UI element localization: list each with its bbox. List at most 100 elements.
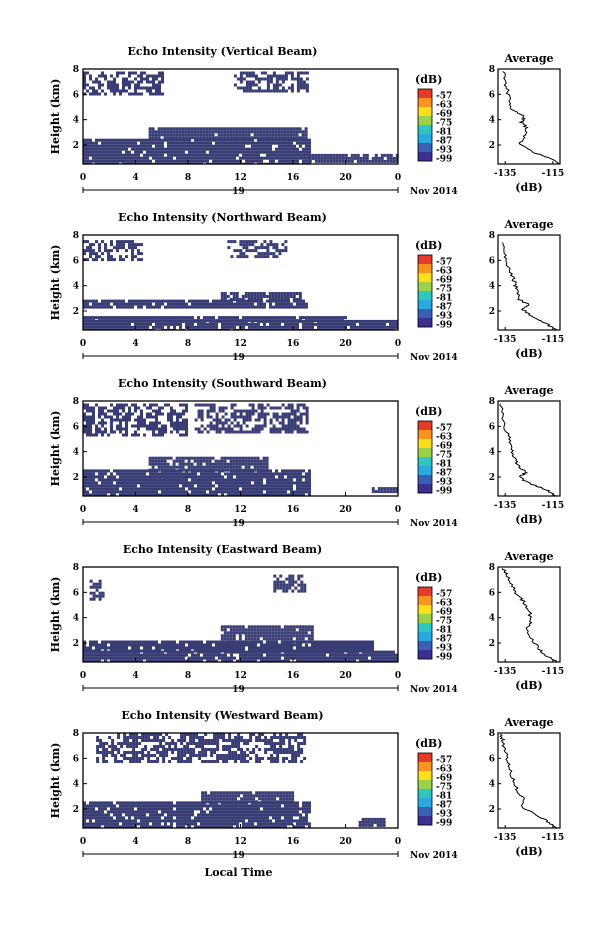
echo-cell: [170, 649, 173, 653]
echo-cell: [218, 656, 221, 660]
echo-cell: [206, 415, 210, 419]
echo-cell: [211, 468, 215, 472]
echo-cell: [190, 465, 194, 469]
echo-cell: [98, 243, 101, 247]
echo-cell: [300, 586, 304, 590]
echo-cell: [235, 127, 239, 131]
echo-cell: [273, 580, 277, 584]
echo-cell: [308, 659, 311, 662]
echo-cell: [263, 484, 266, 488]
echo-cell: [256, 625, 260, 629]
echo-cell: [233, 643, 236, 647]
y-tick-label: 2: [73, 473, 79, 483]
echo-cell: [275, 653, 278, 657]
echo-cell: [242, 418, 246, 422]
echo-cell: [199, 127, 203, 131]
echo-cell: [290, 406, 294, 410]
average-unit: (dB): [515, 347, 542, 360]
echo-cell: [167, 415, 170, 419]
echo-cell: [230, 659, 233, 662]
echo-cell: [152, 299, 155, 303]
echo-cell: [95, 153, 98, 157]
echo-cell: [119, 255, 122, 259]
echo-cell: [344, 159, 348, 163]
echo-cell: [188, 316, 191, 320]
echo-cell: [191, 472, 194, 476]
echo-cell: [236, 86, 240, 90]
echo-cell: [230, 646, 233, 650]
echo-cell: [263, 475, 266, 479]
echo-cell: [179, 299, 182, 303]
echo-cell: [110, 649, 113, 653]
echo-cell: [83, 156, 86, 160]
echo-cell: [281, 487, 284, 491]
echo-cell: [251, 80, 255, 84]
echo-cell: [347, 656, 350, 660]
echo-cell: [98, 412, 101, 416]
echo-cell: [272, 493, 275, 496]
echo-cell: [146, 415, 149, 419]
echo-cell: [209, 138, 212, 142]
echo-cell: [275, 643, 278, 647]
echo-cell: [263, 412, 267, 416]
echo-cell: [296, 804, 299, 808]
echo-cell: [113, 80, 116, 84]
echo-cell: [128, 71, 131, 75]
echo-cell: [113, 813, 116, 817]
echo-cell: [317, 659, 320, 662]
echo-cell: [269, 659, 272, 662]
echo-cell: [146, 653, 149, 657]
echo-cell: [260, 475, 263, 479]
echo-cell: [89, 299, 92, 303]
echo-cell: [395, 322, 398, 326]
echo-cell: [284, 659, 287, 662]
echo-cell: [245, 493, 248, 496]
echo-cell: [289, 634, 293, 638]
echo-cell: [257, 80, 261, 84]
echo-cell: [166, 462, 170, 466]
echo-cell: [137, 469, 140, 473]
echo-cell: [119, 418, 122, 422]
echo-cell: [250, 127, 254, 131]
echo-cell: [86, 421, 89, 425]
echo-cell: [239, 481, 242, 485]
echo-cell: [233, 159, 236, 163]
echo-cell: [86, 316, 89, 320]
echo-cell: [107, 810, 110, 814]
echo-cell: [293, 77, 297, 81]
echo-cell: [170, 475, 173, 479]
echo-cell: [179, 138, 182, 142]
echo-cell: [206, 412, 210, 416]
echo-cell: [140, 74, 143, 78]
echo-cell: [302, 305, 305, 309]
echo-cell: [245, 74, 249, 78]
echo-cell: [229, 462, 233, 466]
echo-cell: [191, 801, 194, 805]
echo-cell: [158, 813, 161, 817]
echo-cell: [220, 133, 224, 137]
echo-cell: [89, 493, 92, 496]
echo-cell: [278, 472, 281, 476]
echo-cell: [155, 319, 158, 323]
echo-cell: [92, 653, 95, 657]
echo-cell: [104, 643, 107, 647]
echo-cell: [362, 156, 366, 160]
echo-cell: [175, 459, 179, 463]
echo-cell: [206, 299, 209, 303]
echo-cell: [218, 138, 221, 142]
echo-cell: [269, 649, 272, 653]
echo-cell: [251, 430, 255, 434]
echo-cell: [152, 77, 155, 81]
echo-cell: [296, 409, 300, 413]
echo-cell: [125, 240, 128, 244]
echo-cell: [95, 89, 98, 93]
echo-cell: [329, 653, 332, 657]
echo-cell: [320, 159, 324, 163]
echo-cell: [278, 325, 281, 329]
echo-cell: [163, 465, 167, 469]
echo-cell: [104, 421, 107, 425]
echo-cell: [229, 136, 233, 140]
echo-cell: [86, 490, 89, 494]
echo-cell: [353, 653, 356, 657]
echo-cell: [119, 490, 122, 494]
